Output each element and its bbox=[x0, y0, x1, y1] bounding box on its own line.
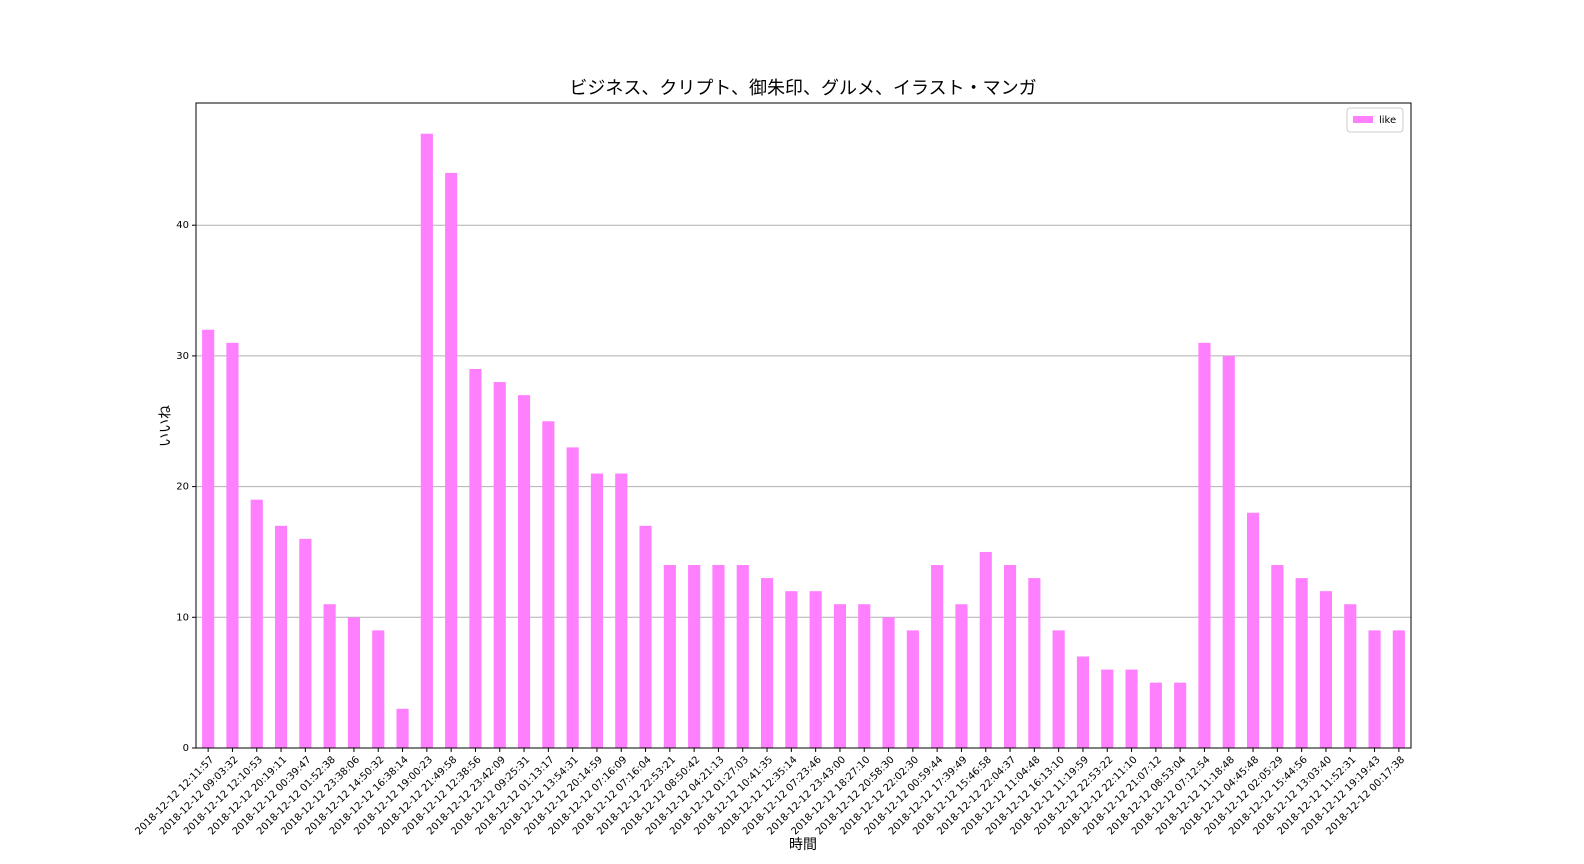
y-tick-label: 40 bbox=[176, 220, 189, 231]
bar bbox=[1319, 591, 1333, 748]
bar bbox=[274, 525, 288, 748]
bar bbox=[931, 565, 944, 748]
bar bbox=[1344, 604, 1357, 748]
bar bbox=[372, 630, 385, 748]
bar bbox=[809, 591, 822, 748]
legend-swatch bbox=[1353, 116, 1373, 123]
bar bbox=[906, 630, 919, 748]
bar bbox=[299, 538, 312, 748]
bar bbox=[785, 591, 798, 748]
bar bbox=[1052, 630, 1065, 748]
bar bbox=[542, 421, 555, 748]
bar bbox=[1392, 630, 1405, 748]
bar bbox=[202, 329, 215, 748]
bar bbox=[979, 551, 992, 748]
bar bbox=[517, 395, 531, 748]
bar bbox=[226, 342, 239, 748]
bar bbox=[833, 604, 847, 748]
legend-box bbox=[1346, 107, 1404, 133]
y-tick-label: 10 bbox=[176, 612, 189, 623]
bar bbox=[347, 617, 361, 748]
bar bbox=[663, 565, 676, 748]
bar bbox=[420, 133, 433, 748]
bar bbox=[1101, 669, 1114, 748]
bar bbox=[712, 565, 725, 748]
plot-frame bbox=[195, 102, 1412, 749]
bar bbox=[250, 499, 263, 748]
bar bbox=[615, 473, 628, 748]
bar bbox=[445, 172, 458, 748]
bar bbox=[1076, 656, 1090, 748]
bar bbox=[688, 565, 701, 748]
bar bbox=[590, 473, 604, 748]
bar bbox=[469, 368, 482, 748]
bar bbox=[1295, 578, 1308, 748]
x-axis-label: 時間 bbox=[789, 837, 817, 853]
bar bbox=[858, 604, 871, 748]
bar bbox=[1149, 682, 1162, 748]
y-tick-label: 30 bbox=[176, 351, 189, 362]
bar bbox=[1174, 682, 1187, 748]
bar bbox=[566, 447, 579, 748]
bar bbox=[1271, 565, 1284, 748]
y-axis-label: いいね bbox=[158, 405, 174, 447]
bar bbox=[1003, 565, 1017, 748]
bar bbox=[1198, 342, 1211, 748]
y-tick-label: 0 bbox=[183, 743, 189, 754]
bar bbox=[1246, 512, 1260, 748]
bar bbox=[323, 604, 336, 748]
bar bbox=[955, 604, 968, 748]
bar bbox=[882, 617, 895, 748]
bar bbox=[396, 708, 409, 748]
legend-label: like bbox=[1379, 115, 1396, 126]
bar bbox=[1368, 630, 1381, 748]
chart-title: ビジネス、クリプト、御朱印、グルメ、イラスト・マンガ bbox=[569, 78, 1036, 99]
bar bbox=[1125, 669, 1138, 748]
bar bbox=[760, 578, 774, 748]
y-tick-label: 20 bbox=[176, 482, 189, 493]
bar bbox=[493, 382, 506, 748]
bar bbox=[639, 525, 652, 748]
bar bbox=[1222, 355, 1235, 748]
bar bbox=[736, 565, 749, 748]
bar bbox=[1028, 578, 1041, 748]
